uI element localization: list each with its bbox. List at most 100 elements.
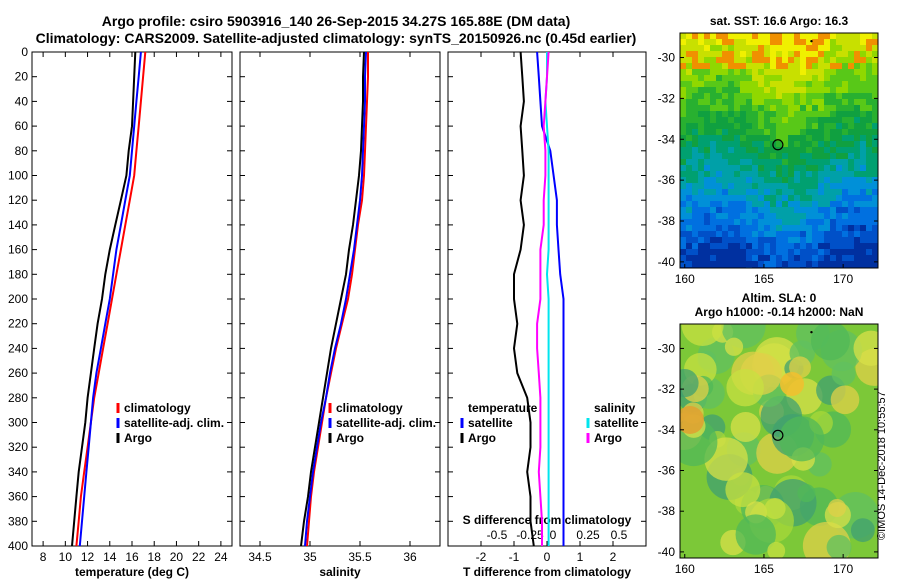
legend-label: climatology xyxy=(336,401,403,415)
imos-timestamp: ©IMOS 14-Dec-2018 10:55:57 xyxy=(876,391,888,540)
difference-xlabel: T difference from climatology xyxy=(463,565,631,579)
depth-tick-label: 80 xyxy=(15,144,29,158)
depth-tick-label: 220 xyxy=(8,317,28,331)
lat-tick-label: -30 xyxy=(658,51,676,65)
lat-tick-label: -34 xyxy=(658,132,676,146)
x-tick-label: 16 xyxy=(125,550,139,564)
temperature-frame xyxy=(31,51,233,547)
legend-label: satellite-adj. clim. xyxy=(336,416,436,430)
lat-tick-label: -38 xyxy=(658,504,676,518)
legend-label: Argo xyxy=(336,431,364,445)
depth-tick-label: 200 xyxy=(8,292,28,306)
depth-tick-label: 180 xyxy=(8,267,28,281)
depth-tick-label: 20 xyxy=(15,70,29,84)
x-tick-label: 18 xyxy=(148,550,162,564)
depth-tick-label: 0 xyxy=(21,45,28,59)
x-tick-label: 14 xyxy=(103,550,117,564)
depth-tick-label: 240 xyxy=(8,341,28,355)
sla-map-field xyxy=(680,324,878,558)
x-tick-label: 2 xyxy=(610,550,617,564)
legend-label: satellite-adj. clim. xyxy=(124,416,224,430)
figure-title-line-1: Argo profile: csiro 5903916_140 26-Sep-2… xyxy=(101,13,571,29)
depth-tick-label: 300 xyxy=(8,416,28,430)
argo-profile-marker xyxy=(772,139,784,151)
depth-tick-label: 40 xyxy=(15,94,29,108)
legend-temperature-title: temperature xyxy=(468,401,538,415)
x-tick-label: 36 xyxy=(403,550,417,564)
lon-tick-label: 160 xyxy=(675,272,695,286)
series-t-argo xyxy=(512,51,535,547)
legend-label: Argo xyxy=(124,431,152,445)
figure-title-line-2: Climatology: CARS2009. Satellite-adjuste… xyxy=(35,30,637,46)
series-argo xyxy=(300,51,365,547)
lat-tick-label: -32 xyxy=(658,382,676,396)
legend-label: Argo xyxy=(594,431,622,445)
panel-salinity: 34.5 35 35.5 36 salinity climatologysatellite… xyxy=(239,51,441,579)
depth-tick-label: 400 xyxy=(8,539,28,553)
depth-tick-label: 120 xyxy=(8,193,28,207)
x-tick-label: 24 xyxy=(214,550,228,564)
depth-tick-label: 280 xyxy=(8,391,28,405)
lat-tick-label: -40 xyxy=(658,255,676,269)
x-tick-label: 35 xyxy=(303,550,317,564)
x-tick-label: 20 xyxy=(170,550,184,564)
lon-tick-label: 165 xyxy=(754,272,774,286)
legend-salinity-title: salinity xyxy=(594,401,636,415)
depth-tick-label: 380 xyxy=(8,514,28,528)
salinity-xlabel: salinity xyxy=(319,565,361,579)
x-tick-label: 0 xyxy=(544,550,551,564)
depth-tick-label: 60 xyxy=(15,119,29,133)
s-tick-label: 0 xyxy=(550,528,557,542)
x-tick-label: 8 xyxy=(40,550,47,564)
x-tick-label: 22 xyxy=(192,550,206,564)
legend-label: satellite xyxy=(468,416,513,430)
lon-tick-label: 160 xyxy=(675,562,695,576)
depth-tick-label: 340 xyxy=(8,465,28,479)
panel-sla-map: -30 -32 -34 -36 -38 -40 160 165 170 Altim. SLA: 0… xyxy=(658,291,879,576)
s-tick-label: -0.5 xyxy=(487,528,508,542)
sst-map-field xyxy=(680,33,878,268)
x-tick-label: 10 xyxy=(59,550,73,564)
lat-tick-label: -30 xyxy=(658,341,676,355)
lat-tick-label: -36 xyxy=(658,464,676,478)
depth-tick-label: 160 xyxy=(8,243,28,257)
island-dot xyxy=(810,330,813,334)
sla-map-title: Argo h1000: -0.14 h2000: NaN xyxy=(695,305,864,319)
lat-tick-label: -34 xyxy=(658,423,676,437)
depth-tick-label: 100 xyxy=(8,169,28,183)
legend-label: Argo xyxy=(468,431,496,445)
lat-tick-label: -40 xyxy=(658,545,676,559)
series-satellite-adj-clim- xyxy=(78,51,142,547)
s-tick-label: -0.25 xyxy=(516,528,544,542)
x-tick-label: 35.5 xyxy=(348,550,372,564)
legend-label: climatology xyxy=(124,401,191,415)
x-tick-label: -2 xyxy=(476,550,487,564)
temperature-xlabel: temperature (deg C) xyxy=(75,565,189,579)
panel-temperature: 0 20 40 60 80 100 120 140 160 180 200 220 240 260 280 3… xyxy=(8,45,233,579)
x-tick-label: -1 xyxy=(509,550,520,564)
lat-tick-label: -36 xyxy=(658,173,676,187)
s-tick-label: 0.5 xyxy=(611,528,628,542)
series-argo xyxy=(71,51,137,547)
sla-map-title: Altim. SLA: 0 xyxy=(742,291,817,305)
lat-tick-label: -32 xyxy=(658,91,676,105)
sst-map-frame xyxy=(679,32,879,269)
x-tick-label: 12 xyxy=(81,550,95,564)
panel-sst-map: -30 -32 -34 -36 -38 -40 160 165 170 sat. SST: 16.… xyxy=(658,14,879,286)
island-dot xyxy=(810,39,813,43)
series-s-argo xyxy=(536,51,550,546)
lon-tick-label: 170 xyxy=(833,272,853,286)
depth-tick-label: 140 xyxy=(8,218,28,232)
x-tick-label: 34.5 xyxy=(248,550,272,564)
depth-tick-label: 320 xyxy=(8,440,28,454)
s-tick-label: 0.25 xyxy=(576,528,600,542)
x-tick-label: 1 xyxy=(577,550,584,564)
sst-map-title: sat. SST: 16.6 Argo: 16.3 xyxy=(710,14,849,28)
depth-tick-label: 260 xyxy=(8,366,28,380)
series-climatology xyxy=(75,51,147,547)
series-s-satellite xyxy=(544,52,550,546)
series-satellite-adj-clim- xyxy=(304,51,367,547)
lon-tick-label: 165 xyxy=(754,562,774,576)
s-difference-label: S difference from climatology xyxy=(463,513,632,527)
